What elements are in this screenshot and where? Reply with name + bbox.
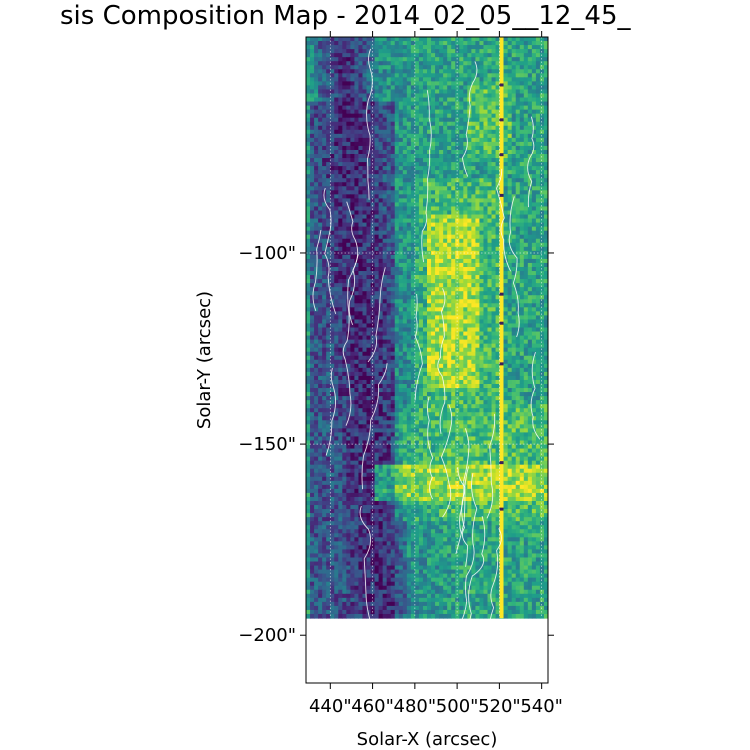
contour-line — [440, 404, 453, 518]
contour-line — [461, 466, 469, 567]
contour-line — [455, 467, 466, 555]
bright-column-gap — [499, 461, 504, 465]
contour-lines — [312, 48, 541, 683]
bright-column-line — [499, 37, 504, 619]
contour-line — [467, 515, 486, 680]
bright-column-gap — [499, 292, 504, 296]
contour-line — [459, 428, 470, 534]
contour-line — [437, 288, 446, 434]
contour-line — [530, 351, 541, 440]
contour-line — [427, 396, 434, 500]
y-tick-label: −200" — [238, 625, 296, 646]
plot-frame — [305, 36, 549, 684]
y-axis-ticks: −100" −150" −200" — [238, 243, 554, 646]
contour-line — [366, 48, 373, 200]
x-tick-label: 480" — [394, 696, 437, 717]
heatmap-cells — [306, 37, 548, 619]
x-tick-label: 440" — [309, 696, 352, 717]
x-tick-label: 520" — [478, 696, 521, 717]
contour-line — [484, 528, 502, 683]
contour-line — [342, 254, 359, 426]
contour-line — [486, 413, 496, 519]
contour-line — [496, 168, 512, 272]
contour-line — [414, 293, 423, 401]
contour-line — [312, 230, 322, 311]
grid-lines — [306, 37, 548, 619]
bright-column-gap — [499, 193, 504, 197]
x-tick-label: 540" — [520, 696, 563, 717]
y-tick-label: −150" — [238, 434, 296, 455]
y-axis-label: Solar-Y (arcsec) — [194, 291, 215, 429]
bright-column-gap — [499, 362, 504, 366]
contour-line — [508, 196, 520, 338]
contour-line — [421, 90, 432, 263]
contour-line — [323, 187, 337, 315]
contour-line — [359, 505, 375, 653]
contour-line — [527, 116, 535, 208]
x-axis-label: Solar-X (arcsec) — [357, 729, 498, 750]
contour-line — [458, 473, 478, 628]
contour-line — [325, 367, 336, 456]
contour-line — [361, 363, 388, 490]
bright-column-gap — [499, 507, 504, 511]
bright-column-gap — [499, 153, 504, 157]
bright-column-gap — [499, 118, 504, 122]
contour-line — [346, 201, 359, 325]
bright-column-gap — [499, 321, 504, 325]
bright-column-gap — [499, 83, 504, 87]
chart-title: sis Composition Map - 2014_02_05__12_45_ — [60, 1, 632, 31]
x-tick-label: 460" — [351, 696, 394, 717]
contour-line — [367, 267, 386, 363]
plot-area — [305, 36, 549, 684]
y-tick-label: −100" — [238, 243, 296, 264]
x-axis-ticks: 440" 460" 480" 500" 520" 540" — [309, 31, 563, 717]
contour-line — [461, 61, 478, 177]
x-tick-label: 500" — [436, 696, 479, 717]
